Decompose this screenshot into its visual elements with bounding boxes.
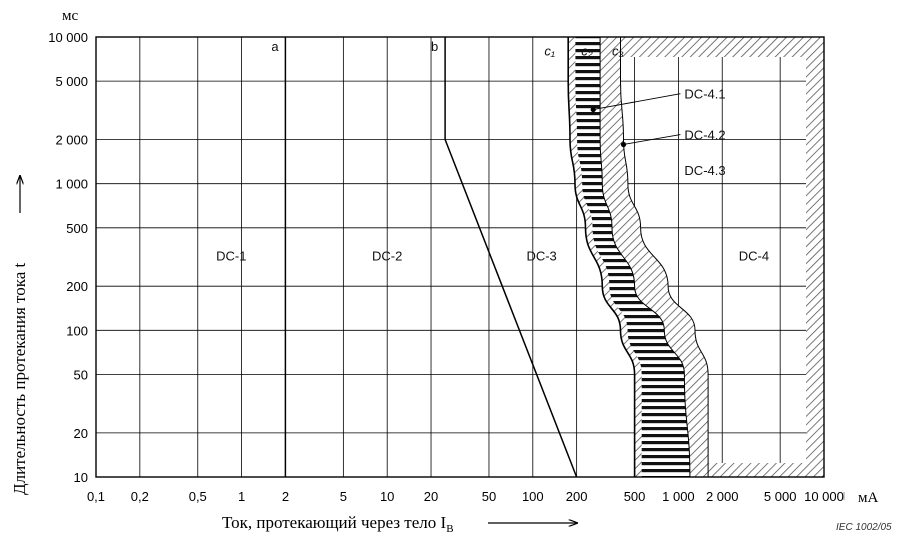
region-label: DC-2 <box>372 248 402 263</box>
region-label: DC-3 <box>526 248 556 263</box>
y-axis-title-text: Длительность протекания тока t <box>10 262 29 495</box>
grid <box>95 36 825 478</box>
x-tick-label: 100 <box>522 489 544 504</box>
annotation-dot <box>620 141 627 148</box>
x-tick-label: 10 <box>380 489 394 504</box>
y-unit-label: мс <box>62 8 78 24</box>
y-tick-label: 100 <box>66 323 88 338</box>
x-tick-label: 500 <box>624 489 646 504</box>
annotations: DC-4.1 DC-4.2 DC-4.3 <box>590 87 726 178</box>
y-tick-labels: 10 20 50 100 200 500 1 000 2 000 5 000 10 000 <box>48 30 88 485</box>
curve-labels: a b c₁ c₂ c₃ <box>271 39 623 58</box>
y-tick-label: 20 <box>74 426 88 441</box>
curves <box>284 37 709 478</box>
x-tick-label: 2 <box>282 489 289 504</box>
svg-text:Длительность протекания тока t: Длительность протекания тока t <box>10 262 29 495</box>
annotation-dot <box>590 106 596 113</box>
svg-text:Ток, протекающий через тело IB: Ток, протекающий через тело IB <box>222 513 454 535</box>
y-tick-label: 500 <box>66 221 88 236</box>
y-tick-label: 50 <box>74 367 88 382</box>
annotation-label: DC-4.2 <box>684 128 725 143</box>
region-label: DC-1 <box>216 248 246 263</box>
zone-bands <box>568 37 824 477</box>
x-tick-label: 1 <box>238 489 245 504</box>
annotation-label: DC-4.3 <box>684 163 725 178</box>
x-tick-label: 50 <box>482 489 496 504</box>
x-tick-label: 200 <box>566 489 588 504</box>
annotation-label: DC-4.1 <box>684 87 725 102</box>
x-tick-label: 0,2 <box>131 489 149 504</box>
plot-frame <box>95 36 825 478</box>
y-tick-label: 10 <box>74 470 88 485</box>
region-labels: DC-1 DC-2 DC-3 DC-4 <box>216 248 769 263</box>
figure-id: IEC 1002/05 <box>836 522 892 533</box>
curve-c3 <box>620 37 709 477</box>
curve-label: a <box>271 39 279 54</box>
x-unit-label: мА <box>858 490 878 506</box>
curve-b <box>444 37 578 478</box>
x-tick-label: 2 000 <box>706 489 739 504</box>
annotation-leader <box>623 134 681 145</box>
curve-c1 <box>567 37 636 477</box>
x-tick-label: 0,1 <box>87 489 105 504</box>
x-tick-label: 20 <box>424 489 438 504</box>
x-tick-labels: 0,1 0,2 0,5 1 2 5 10 20 50 100 200 500 1 000 2 000 5 0… <box>87 489 844 504</box>
x-tick-label: 10 000 <box>804 489 844 504</box>
x-axis-title-subscript: B <box>446 523 453 535</box>
curve-label: b <box>431 39 438 54</box>
curve-label: c₂ <box>581 43 593 58</box>
curve-label: c₃ <box>612 43 624 58</box>
y-tick-label: 2 000 <box>55 133 88 148</box>
x-tick-label: 0,5 <box>189 489 207 504</box>
y-tick-label: 1 000 <box>55 177 88 192</box>
region-label: DC-4 <box>739 248 769 263</box>
y-axis-title: Длительность протекания тока t <box>10 175 29 495</box>
x-tick-label: 5 000 <box>764 489 797 504</box>
x-axis-title: Ток, протекающий через тело IB <box>222 513 578 535</box>
y-tick-label: 5 000 <box>55 74 88 89</box>
x-tick-label: 5 <box>340 489 347 504</box>
y-tick-label: 200 <box>66 279 88 294</box>
annotation-leader <box>593 93 681 111</box>
x-tick-label: 1 000 <box>662 489 695 504</box>
curve-c2 <box>599 37 691 478</box>
y-tick-label: 10 000 <box>48 30 88 45</box>
curve-label: c₁ <box>544 43 555 58</box>
x-axis-title-text: Ток, протекающий через тело I <box>222 513 447 532</box>
band-c1-c2 <box>575 37 690 477</box>
